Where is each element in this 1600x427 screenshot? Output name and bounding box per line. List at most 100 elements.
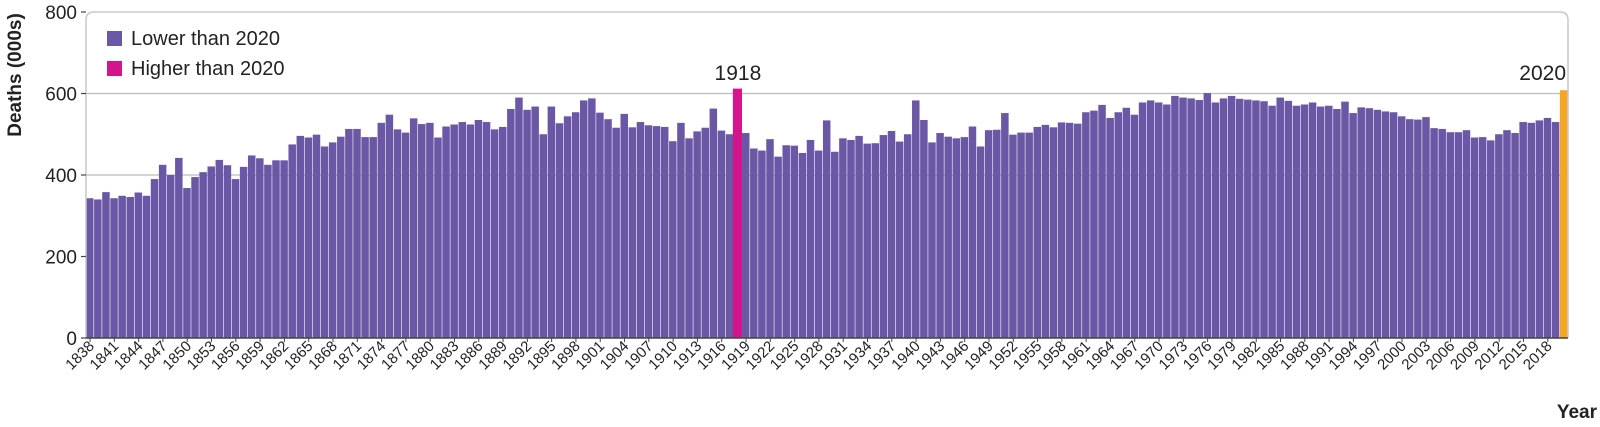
bar-1910 — [669, 141, 677, 338]
bar-2020 — [1559, 90, 1568, 339]
bar-1849 — [175, 157, 183, 338]
bar-1990 — [1316, 106, 1325, 338]
bar-1977 — [1211, 102, 1220, 338]
x-tick-label-2018: 2018 — [1520, 338, 1556, 374]
bar-1874 — [377, 122, 386, 338]
bar-1867 — [320, 146, 329, 338]
bar-1838 — [86, 198, 94, 338]
bar-1947 — [968, 126, 977, 338]
bar-1894 — [539, 134, 548, 338]
bar-2014 — [1511, 133, 1519, 338]
bar-2007 — [1454, 132, 1463, 338]
bar-1920 — [750, 148, 758, 338]
bar-1876 — [393, 129, 402, 338]
bar-1948 — [976, 146, 985, 338]
bar-1891 — [515, 97, 523, 338]
bar-1937 — [887, 130, 896, 338]
bar-1895 — [547, 106, 556, 338]
bar-1970 — [1154, 102, 1163, 338]
bar-1938 — [895, 141, 904, 338]
bar-1972 — [1171, 95, 1179, 338]
bar-1969 — [1146, 100, 1155, 339]
y-tick-label-200: 200 — [45, 248, 77, 269]
y-tick-label-600: 600 — [45, 85, 77, 106]
bar-1862 — [280, 160, 288, 338]
bar-1912 — [685, 138, 693, 338]
bar-1841 — [110, 198, 118, 338]
bar-1980 — [1235, 98, 1244, 338]
bar-1945 — [952, 138, 961, 338]
bar-1965 — [1114, 112, 1122, 338]
annotations: 1918 2020 — [715, 62, 1566, 85]
bar-1885 — [466, 124, 475, 338]
bar-1881 — [434, 137, 442, 338]
bar-1854 — [215, 159, 224, 338]
bar-2009 — [1470, 137, 1479, 338]
bar-1913 — [693, 131, 701, 338]
bar-1976 — [1203, 93, 1212, 338]
bar-1919 — [741, 133, 750, 338]
bar-1873 — [369, 137, 377, 338]
bar-1984 — [1268, 105, 1276, 338]
bar-1870 — [345, 128, 353, 338]
bar-1908 — [652, 126, 661, 338]
bar-1868 — [328, 142, 337, 338]
annotation-1918: 1918 — [715, 62, 762, 85]
bar-1871 — [353, 128, 361, 338]
bar-1846 — [150, 179, 159, 338]
bar-2006 — [1446, 132, 1455, 338]
legend-swatch-higher — [107, 61, 122, 76]
bar-1906 — [636, 122, 645, 338]
bar-1879 — [418, 124, 426, 338]
bar-1903 — [612, 127, 620, 338]
bar-1951 — [1001, 113, 1009, 338]
bar-1924 — [782, 145, 790, 338]
bar-1987 — [1292, 105, 1301, 338]
bar-1869 — [337, 136, 345, 338]
bar-2016 — [1527, 122, 1536, 338]
bar-2012 — [1495, 134, 1503, 338]
bar-1997 — [1373, 109, 1382, 338]
bar-1928 — [814, 150, 823, 338]
bar-1875 — [385, 114, 394, 338]
bar-1936 — [879, 135, 888, 338]
bar-1935 — [871, 143, 880, 338]
y-axis: 0 200 400 600 800 — [45, 3, 86, 350]
bar-1878 — [409, 118, 418, 338]
bar-1917 — [725, 134, 734, 338]
bar-2008 — [1462, 130, 1471, 338]
bar-1991 — [1325, 105, 1333, 338]
bar-1971 — [1163, 104, 1171, 338]
bar-1890 — [507, 108, 515, 338]
bars — [86, 88, 1568, 339]
bar-2013 — [1503, 130, 1511, 338]
bar-1995 — [1357, 107, 1365, 338]
legend-swatch-lower — [107, 31, 122, 46]
bar-2001 — [1406, 119, 1414, 338]
bar-1850 — [183, 188, 191, 338]
legend-label-higher: Higher than 2020 — [131, 58, 284, 80]
bar-1954 — [1025, 132, 1033, 338]
bar-1889 — [499, 126, 507, 338]
bar-1960 — [1074, 123, 1082, 338]
bar-1973 — [1179, 97, 1187, 338]
bar-1896 — [555, 123, 564, 338]
bar-1981 — [1244, 99, 1252, 338]
bar-1859 — [256, 158, 264, 338]
legend: Lower than 2020 Higher than 2020 — [107, 28, 284, 80]
bar-1982 — [1252, 100, 1260, 339]
bar-1946 — [960, 137, 969, 338]
bar-1929 — [822, 120, 831, 339]
bar-1996 — [1365, 108, 1374, 338]
bar-1853 — [207, 166, 215, 338]
bar-2010 — [1478, 137, 1487, 338]
bar-1993 — [1341, 101, 1349, 339]
bar-1974 — [1187, 98, 1195, 338]
bar-1856 — [231, 179, 240, 338]
y-tick-label-0: 0 — [66, 329, 77, 350]
bar-1964 — [1106, 117, 1114, 338]
bar-1852 — [199, 172, 207, 338]
y-tick-label-800: 800 — [45, 3, 77, 24]
bar-1880 — [426, 122, 434, 338]
